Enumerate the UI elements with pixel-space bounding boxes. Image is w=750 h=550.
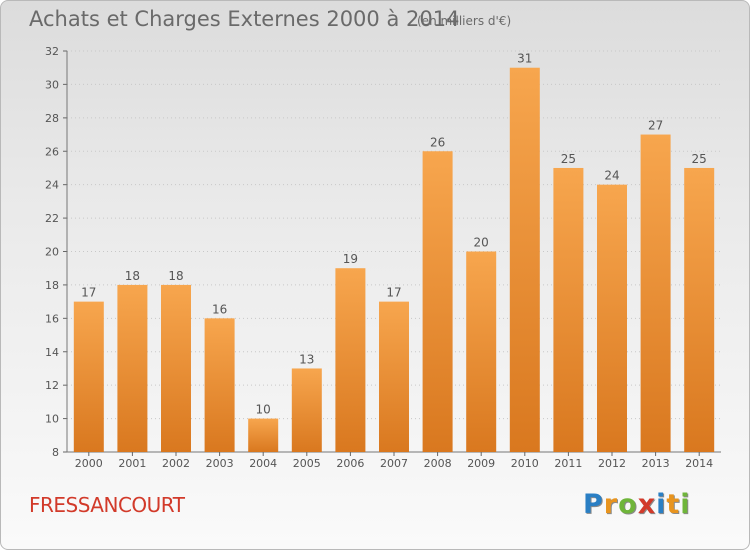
y-tick-label: 22 — [45, 212, 59, 225]
x-tick-label: 2006 — [336, 457, 364, 470]
x-tick-label: 2014 — [685, 457, 713, 470]
y-tick-label: 30 — [45, 78, 59, 91]
chart-title: Achats et Charges Externes 2000 à 2014 — [29, 7, 460, 31]
x-tick-label: 2005 — [293, 457, 321, 470]
bar — [248, 418, 279, 452]
bar — [117, 284, 148, 452]
data-label: 20 — [474, 236, 489, 250]
commune-name: FRESSANCOURT — [29, 493, 185, 517]
y-tick-label: 16 — [45, 312, 59, 325]
data-label: 13 — [299, 352, 314, 366]
x-tick-label: 2000 — [75, 457, 103, 470]
y-tick-label: 8 — [52, 446, 59, 459]
data-label: 17 — [386, 286, 401, 300]
data-label: 17 — [81, 286, 96, 300]
data-label: 26 — [430, 135, 445, 149]
y-tick-label: 14 — [45, 346, 59, 359]
data-label: 27 — [648, 119, 663, 133]
chart-unit: (en milliers d'€) — [417, 14, 512, 28]
bar — [379, 301, 409, 452]
bar — [291, 368, 322, 452]
x-tick-label: 2009 — [467, 457, 495, 470]
bar — [640, 134, 671, 452]
y-tick-label: 10 — [45, 413, 59, 426]
y-tick-label: 24 — [45, 179, 59, 192]
bar — [335, 268, 366, 452]
bar — [597, 184, 627, 452]
data-label: 31 — [517, 52, 532, 66]
y-tick-label: 18 — [45, 279, 59, 292]
x-tick-label: 2013 — [642, 457, 670, 470]
bar — [73, 301, 104, 452]
bar — [422, 151, 453, 452]
x-tick-label: 2011 — [554, 457, 582, 470]
y-tick-label: 32 — [45, 45, 59, 58]
data-label: 24 — [604, 169, 619, 183]
data-label: 19 — [343, 252, 358, 266]
x-tick-label: 2010 — [511, 457, 539, 470]
bar — [204, 318, 235, 452]
proxiti-logo: Proxiti — [583, 489, 691, 520]
x-tick-label: 2002 — [162, 457, 190, 470]
data-label: 18 — [168, 269, 183, 283]
y-tick-label: 12 — [45, 379, 59, 392]
x-tick-label: 2012 — [598, 457, 626, 470]
bar — [509, 67, 540, 452]
x-tick-label: 2008 — [424, 457, 452, 470]
y-tick-label: 28 — [45, 112, 59, 125]
data-label: 25 — [692, 152, 707, 166]
data-label: 25 — [561, 152, 576, 166]
data-label: 16 — [212, 302, 227, 316]
bar — [466, 251, 497, 452]
y-tick-label: 20 — [45, 246, 59, 259]
x-tick-label: 2004 — [249, 457, 277, 470]
bar — [553, 167, 584, 453]
y-tick-label: 26 — [45, 145, 59, 158]
data-label: 10 — [256, 403, 271, 417]
x-tick-label: 2007 — [380, 457, 408, 470]
bar — [684, 167, 715, 453]
x-tick-label: 2001 — [118, 457, 146, 470]
x-tick-label: 2003 — [206, 457, 234, 470]
data-label: 18 — [125, 269, 140, 283]
bar — [161, 284, 191, 452]
